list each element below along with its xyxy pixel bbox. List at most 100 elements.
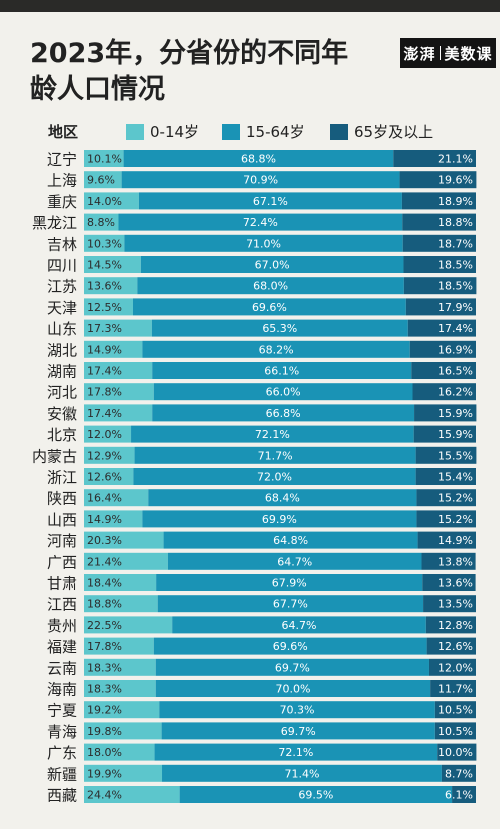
bar-segment-elderly — [399, 171, 477, 189]
bar-segment-working — [118, 213, 403, 231]
bar-segment-elderly — [411, 362, 476, 379]
data-label-working: 69.7% — [275, 661, 310, 674]
bar-segment-elderly — [416, 489, 476, 507]
bar-segment-elderly — [414, 404, 477, 422]
data-label-elderly: 15.9% — [438, 428, 473, 441]
region-label: 海南 — [47, 681, 77, 699]
data-label-young: 14.0% — [87, 195, 122, 208]
data-label-elderly: 12.0% — [438, 661, 473, 674]
bar-segment-elderly — [434, 722, 476, 740]
data-label-young: 13.6% — [87, 280, 122, 293]
data-label-young: 17.4% — [87, 407, 122, 420]
bar-segment-working — [167, 552, 422, 570]
data-label-young: 18.4% — [87, 577, 122, 590]
region-header: 地区 — [48, 123, 79, 141]
bar-segment-elderly — [425, 616, 476, 634]
data-label-working: 70.0% — [275, 683, 310, 696]
data-label-working: 69.5% — [298, 789, 333, 802]
data-label-working: 64.7% — [282, 619, 317, 632]
bar-segment-working — [148, 489, 417, 507]
bar-segment-young — [84, 743, 155, 761]
region-label: 广西 — [47, 553, 77, 571]
bar-segment-working — [142, 510, 417, 528]
data-label-elderly: 16.5% — [438, 365, 473, 378]
bar-segment-working — [152, 362, 412, 379]
bar-segment-elderly — [423, 595, 476, 613]
data-label-young: 19.2% — [87, 704, 122, 717]
brand-divider — [439, 46, 441, 60]
data-label-elderly: 13.6% — [438, 577, 473, 590]
data-label-young: 21.4% — [87, 555, 122, 568]
data-label-elderly: 12.6% — [438, 640, 473, 653]
data-label-elderly: 10.5% — [438, 704, 473, 717]
brand-logo: 澎湃 美数课 — [400, 38, 496, 68]
data-label-working: 67.9% — [272, 577, 307, 590]
region-label: 贵州 — [47, 617, 77, 635]
bar-segment-working — [140, 256, 404, 273]
bar-segment-working — [133, 298, 406, 316]
data-label-elderly: 18.5% — [438, 259, 473, 272]
data-label-elderly: 15.2% — [438, 492, 473, 505]
region-label: 内蒙古 — [32, 447, 77, 465]
region-label: 安徽 — [47, 405, 77, 423]
data-label-elderly: 16.2% — [438, 386, 473, 399]
bar-segment-working — [133, 468, 416, 485]
data-label-young: 12.0% — [87, 428, 122, 441]
data-label-working: 65.3% — [262, 322, 297, 335]
data-label-elderly: 11.7% — [438, 683, 473, 696]
data-label-working: 71.7% — [258, 449, 293, 462]
data-label-elderly: 6.1% — [445, 789, 473, 802]
bar-segment-elderly — [441, 764, 476, 782]
bar-segment-working — [124, 234, 403, 252]
bar-segment-working — [153, 383, 413, 401]
bar-segment-young — [84, 722, 162, 740]
data-label-elderly: 13.5% — [438, 598, 473, 611]
data-label-young: 10.1% — [87, 153, 122, 166]
bar-segment-young — [84, 701, 160, 719]
region-label: 云南 — [47, 659, 77, 677]
data-label-working: 71.4% — [284, 767, 319, 780]
data-label-young: 18.3% — [87, 683, 122, 696]
legend-item-young: 0-14岁 — [126, 121, 199, 142]
data-label-working: 66.1% — [264, 365, 299, 378]
data-label-working: 69.6% — [252, 301, 287, 314]
bar-segment-young — [84, 595, 158, 613]
data-label-elderly: 18.5% — [438, 280, 473, 293]
bar-segment-working — [134, 446, 416, 464]
region-label: 湖北 — [47, 341, 77, 359]
bar-segment-working — [155, 680, 431, 697]
region-label: 青海 — [47, 723, 77, 741]
bar-segment-elderly — [403, 256, 476, 273]
bar-segment-working — [159, 701, 435, 719]
data-label-working: 69.6% — [273, 640, 308, 653]
region-label: 山西 — [47, 511, 77, 529]
bar-segment-elderly — [402, 213, 476, 231]
data-label-young: 18.0% — [87, 746, 122, 759]
bar-segment-working — [155, 658, 429, 676]
bar-segment-working — [142, 340, 410, 358]
bar-segment-working — [138, 192, 402, 210]
bar-segment-young — [84, 489, 149, 507]
data-label-elderly: 13.8% — [438, 555, 473, 568]
bar-segment-young — [84, 277, 138, 295]
data-label-elderly: 15.4% — [438, 471, 473, 484]
bar-segment-working — [156, 574, 423, 591]
data-label-young: 22.5% — [87, 619, 122, 632]
bar-segment-young — [84, 298, 133, 316]
bar-segment-elderly — [417, 531, 476, 549]
data-label-young: 9.6% — [87, 174, 115, 187]
data-label-young: 12.9% — [87, 449, 122, 462]
bar-segment-young — [84, 171, 122, 189]
region-label: 河北 — [47, 384, 77, 402]
data-label-elderly: 10.5% — [438, 725, 473, 738]
data-label-working: 72.1% — [278, 746, 313, 759]
bar-segment-young — [84, 362, 153, 379]
legend-label-young: 0-14岁 — [150, 123, 200, 141]
data-label-working: 64.7% — [277, 555, 312, 568]
bar-segment-young — [84, 637, 154, 655]
data-label-working: 69.7% — [281, 725, 316, 738]
data-label-young: 12.5% — [87, 301, 122, 314]
bar-segment-elderly — [415, 446, 477, 464]
bar-segment-working — [163, 531, 418, 549]
bar-segment-elderly — [403, 277, 477, 295]
